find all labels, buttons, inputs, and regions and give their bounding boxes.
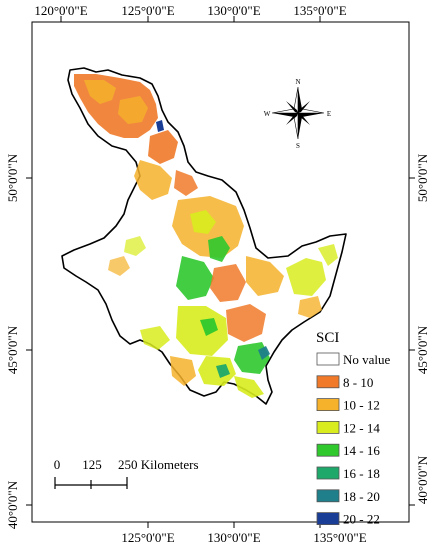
right-ticks [409,177,415,506]
legend-label-5: 14 - 16 [343,443,380,458]
legend-label-8: 20 - 22 [343,512,380,527]
legend: SCI No value 8 - 10 10 - 12 12 - 14 14 - 16 1… [316,330,391,527]
legend-swatch-1 [316,352,340,366]
bottom-lon-label-2: 130°0'0"E [207,530,260,545]
right-lat-label-1: 50°0'0"N [415,153,430,202]
top-lon-label-4: 135°0'0"E [293,3,346,18]
left-lat-label-1: 50°0'0"N [5,153,20,202]
legend-swatch-4 [316,420,340,434]
top-lon-label-1: 120°0'0"E [34,3,87,18]
legend-label-2: 8 - 10 [343,375,373,390]
scale-label-0: 0 [54,457,61,472]
bottom-lon-label-1: 125°0'0"E [121,530,174,545]
left-lat-label-3: 40°0'0"N [5,480,20,529]
legend-title: SCI [316,330,339,346]
legend-swatch-5 [316,443,340,457]
compass-e-label: E [327,110,331,118]
legend-label-7: 18 - 20 [343,489,380,504]
map-frame [31,21,410,523]
left-lat-label-2: 45°0'0"N [5,325,20,374]
compass-rose: N S E W [264,78,331,150]
top-ticks [60,16,321,22]
legend-label-4: 12 - 14 [343,420,380,435]
bottom-ticks [147,522,321,528]
compass-w-label: W [264,110,271,118]
scale-bar: 0 125 250 Kilometers [54,457,199,489]
right-lat-label-3: 40°0'0"N [415,455,430,504]
legend-label-3: 10 - 12 [343,398,380,413]
scale-label-125: 125 [82,457,102,472]
compass-n-label: N [295,78,300,86]
legend-label-1: No value [343,352,391,367]
scale-label-250: 250 Kilometers [118,457,199,472]
legend-swatch-7 [316,489,340,503]
top-lon-label-2: 125°0'0"E [121,3,174,18]
bottom-lon-label-3: 135°0'0"E [313,530,366,545]
legend-swatch-2 [316,375,340,389]
right-lat-label-2: 45°0'0"N [415,325,430,374]
left-ticks [26,177,32,506]
top-lon-label-3: 130°0'0"E [207,3,260,18]
legend-label-6: 16 - 18 [343,466,380,481]
legend-swatch-6 [316,466,340,480]
compass-s-label: S [296,142,300,150]
legend-swatch-8 [316,512,340,525]
legend-swatch-3 [316,398,340,412]
sci-raster [74,74,338,398]
